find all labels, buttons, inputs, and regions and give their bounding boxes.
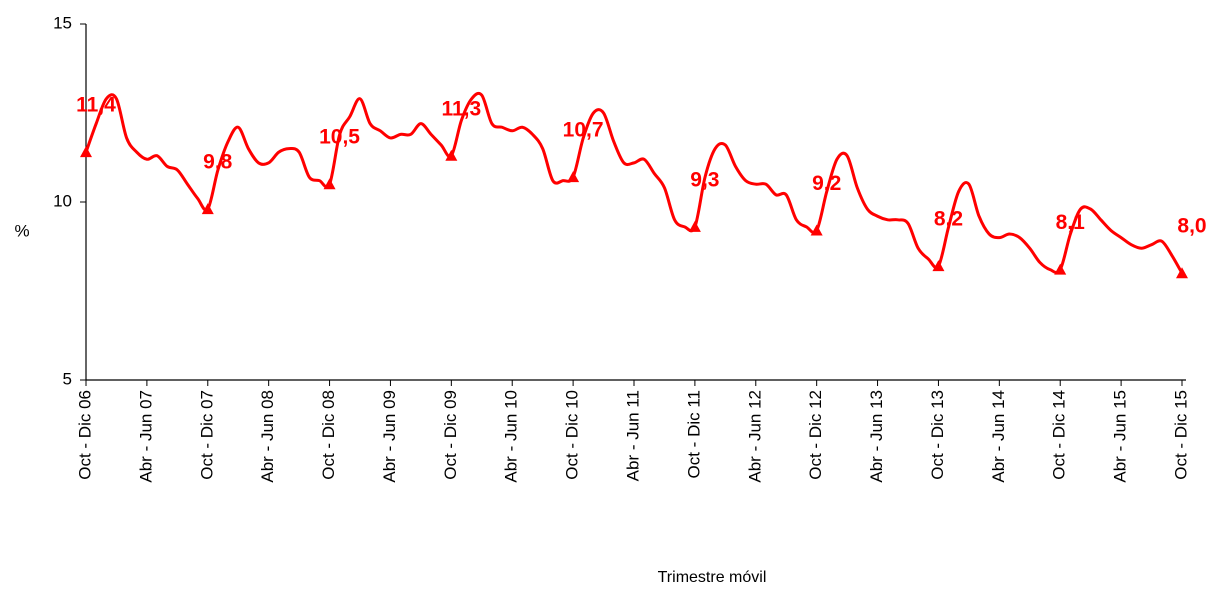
data-label: 10,7 [563, 119, 604, 142]
x-tick-label: Oct - Dic 12 [806, 390, 825, 480]
data-label: 10,5 [319, 126, 360, 149]
x-tick-label: Abr - Jun 13 [867, 390, 886, 483]
marker [688, 220, 701, 232]
x-axis-title: Trimestre móvil [658, 569, 767, 586]
x-tick-label: Oct - Dic 13 [928, 390, 947, 480]
data-label: 11,3 [441, 97, 481, 120]
marker [323, 178, 336, 190]
marker [1176, 267, 1188, 279]
x-tick-label: Abr - Jun 07 [136, 390, 155, 483]
x-tick-label: Oct - Dic 14 [1050, 390, 1069, 480]
line [84, 91, 1184, 275]
x-tick-label: Oct - Dic 15 [1171, 390, 1190, 480]
x-tick-label: Oct - Dic 08 [319, 390, 338, 480]
marker [932, 260, 945, 272]
x-tick-label: Oct - Dic 10 [563, 390, 582, 480]
data-label: 9,2 [812, 172, 841, 195]
y-axis-title: % [14, 221, 29, 240]
data-label: 11,4 [76, 94, 116, 117]
x-tick-label: Oct - Dic 06 [75, 390, 94, 480]
data-label: 8,1 [1056, 211, 1086, 234]
x-tick-label: Abr - Jun 09 [380, 390, 399, 483]
marker [201, 203, 214, 215]
y-tick-label: 5 [63, 369, 72, 388]
x-tick-label: Abr - Jun 12 [745, 390, 764, 483]
x-tick-label: Oct - Dic 11 [684, 390, 703, 478]
data-label: 9,8 [203, 151, 233, 174]
x-tick-label: Abr - Jun 14 [989, 390, 1008, 483]
marker [810, 224, 823, 236]
marker [567, 171, 580, 183]
x-tick-label: Abr - Jun 10 [502, 390, 521, 483]
x-tick-label: Oct - Dic 07 [197, 390, 216, 480]
marker [445, 149, 458, 161]
marker [80, 146, 92, 158]
x-tick-label: Abr - Jun 08 [258, 390, 277, 483]
marker [1054, 263, 1067, 275]
x-tick-label: Oct - Dic 09 [441, 390, 460, 480]
y-tick-label: 15 [53, 13, 72, 32]
data-label: 9,3 [690, 168, 719, 191]
data-label: 8,2 [934, 208, 963, 231]
x-tick-label: Abr - Jun 11 [623, 390, 642, 481]
data-label: 8,0 [1177, 215, 1206, 238]
y-tick-label: 10 [53, 191, 72, 210]
x-tick-label: Abr - Jun 15 [1111, 390, 1130, 483]
